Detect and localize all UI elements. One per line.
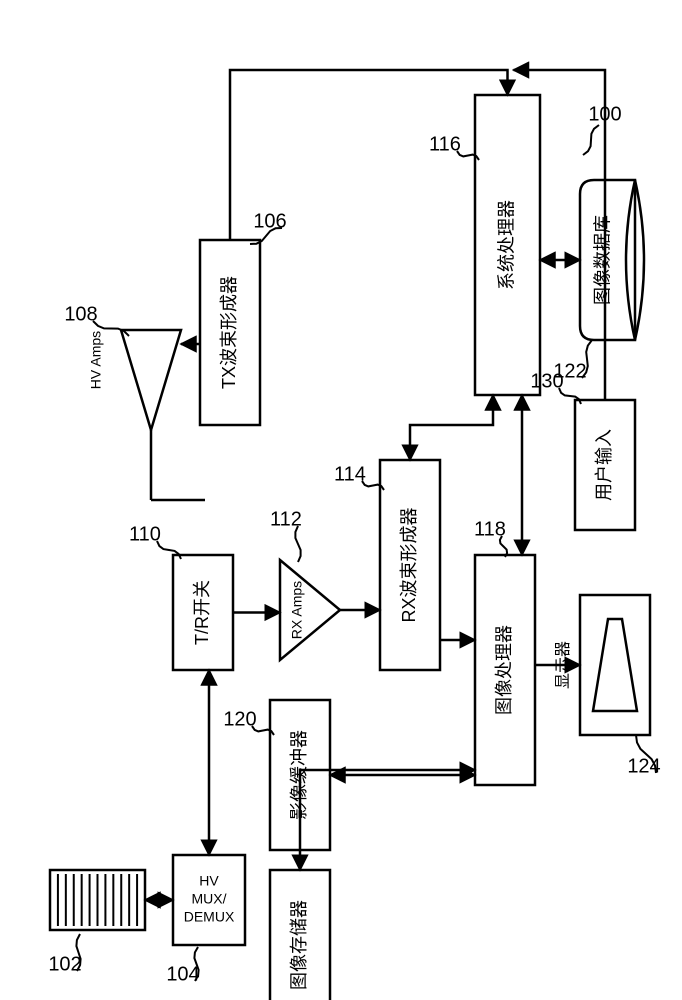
svg-text:图像处理器: 图像处理器 — [494, 625, 514, 715]
display-icon — [593, 619, 637, 711]
svg-text:HV: HV — [199, 873, 219, 889]
ref-104: 104 — [166, 963, 199, 985]
svg-text:TX波束形成器: TX波束形成器 — [219, 276, 239, 389]
svg-text:RX波束形成器: RX波束形成器 — [399, 507, 419, 622]
svg-text:图像数据库: 图像数据库 — [592, 215, 612, 305]
block-diagram: 100102HVMUX/DEMUX104TX波束形成器106T/R开关110RX… — [0, 0, 682, 1000]
ref-116: 116 — [429, 133, 461, 155]
ref-122: 122 — [553, 360, 586, 382]
ref-102: 102 — [48, 953, 81, 975]
display — [580, 595, 650, 735]
svg-text:用户输入: 用户输入 — [594, 429, 614, 501]
ref-114: 114 — [334, 463, 366, 485]
svg-text:图像存储器: 图像存储器 — [289, 900, 309, 990]
svg-text:系统处理器: 系统处理器 — [496, 200, 516, 290]
svg-text:HV Amps: HV Amps — [88, 331, 104, 389]
svg-text:T/R开关: T/R开关 — [192, 580, 212, 645]
svg-text:RX Amps: RX Amps — [289, 581, 305, 639]
hv-amps — [121, 330, 181, 430]
svg-text:DEMUX: DEMUX — [184, 909, 235, 925]
ref-110: 110 — [129, 523, 161, 545]
svg-text:MUX/: MUX/ — [192, 891, 227, 907]
